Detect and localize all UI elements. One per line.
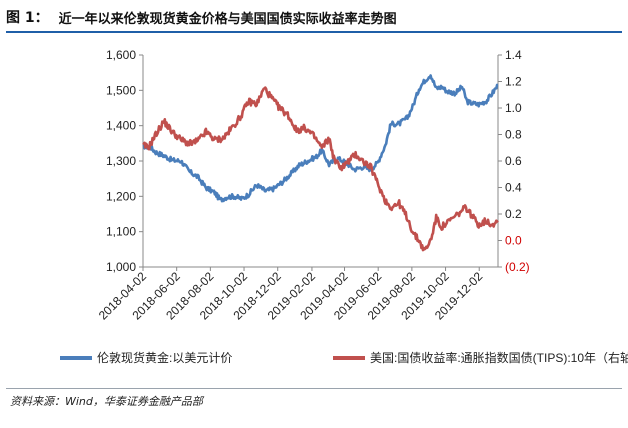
chart-svg: 1,000 1,100 1,200 1,300 1,400 1,500 1,600 (0.2)… bbox=[60, 48, 628, 365]
tips-yield-line bbox=[142, 86, 499, 252]
left-y-tick-label: 1,600 bbox=[106, 48, 136, 62]
title-divider bbox=[6, 31, 622, 33]
figure-title: 近一年以来伦敦现货黄金价格与美国国债实际收益率走势图 bbox=[58, 11, 397, 27]
figure-number: 图 1： bbox=[6, 10, 49, 26]
legend-label: 美国:国债收益率:通胀指数国债(TIPS):10年（右轴） bbox=[370, 350, 628, 365]
legend-label: 伦敦现货黄金:以美元计价 bbox=[97, 350, 232, 365]
right-y-tick-label: 1.4 bbox=[505, 48, 522, 62]
source-note: 资料来源：Wind，华泰证券金融产品部 bbox=[10, 395, 203, 408]
right-y-tick-label: 0.0 bbox=[505, 234, 522, 248]
chart-legend: 伦敦现货黄金:以美元计价 美国:国债收益率:通胀指数国债(TIPS):10年（右轴… bbox=[60, 350, 628, 365]
figure-title-row: 图 1： 近一年以来伦敦现货黄金价格与美国国债实际收益率走势图 bbox=[6, 5, 622, 29]
right-y-tick-label: 0.6 bbox=[505, 154, 522, 168]
left-y-tick-label: 1,200 bbox=[106, 189, 136, 203]
right-y-tick-label: (0.2) bbox=[505, 260, 530, 274]
right-y-tick-label: 1.0 bbox=[505, 101, 522, 115]
left-y-tick-label: 1,500 bbox=[106, 83, 136, 97]
left-y-tick-label: 1,100 bbox=[106, 225, 136, 239]
left-y-tick-label: 1,400 bbox=[106, 119, 136, 133]
gold-price-line bbox=[142, 74, 499, 203]
left-y-tick-label: 1,000 bbox=[106, 260, 136, 274]
right-y-tick-label: 1.2 bbox=[505, 75, 522, 89]
left-y-tick-label: 1,300 bbox=[106, 154, 136, 168]
footer-divider bbox=[6, 388, 622, 389]
chart-series-lines bbox=[142, 74, 499, 252]
right-y-tick-label: 0.2 bbox=[505, 207, 522, 221]
right-y-tick-label: 0.8 bbox=[505, 128, 522, 142]
right-y-tick-label: 0.4 bbox=[505, 181, 522, 195]
